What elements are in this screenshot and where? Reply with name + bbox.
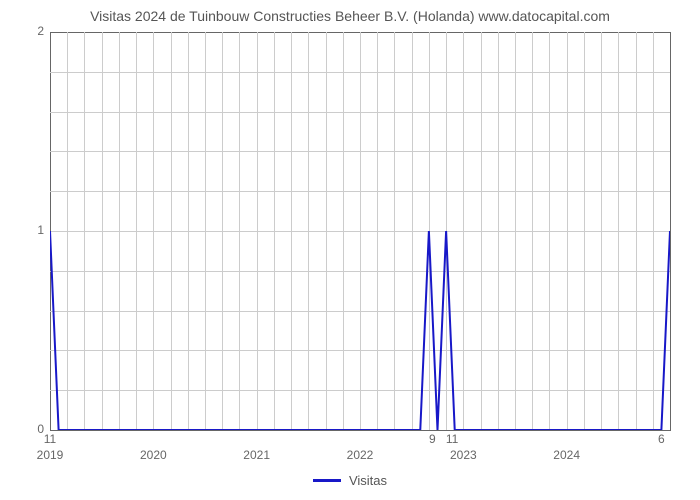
legend-label: Visitas <box>349 473 387 488</box>
annotation-label: 6 <box>651 432 671 446</box>
x-tick-label: 2020 <box>123 448 183 462</box>
legend: Visitas <box>0 472 700 488</box>
y-tick-label: 1 <box>16 223 44 237</box>
chart-title: Visitas 2024 de Tuinbouw Constructies Be… <box>0 8 700 24</box>
x-tick-label: 2019 <box>20 448 80 462</box>
annotation-label: 9 <box>422 432 442 446</box>
plot-area: 012201920202021202220232024119116 <box>50 32 670 430</box>
y-tick-label: 2 <box>16 24 44 38</box>
x-tick-label: 2023 <box>433 448 493 462</box>
annotation-label: 11 <box>442 432 462 446</box>
x-tick-label: 2021 <box>227 448 287 462</box>
annotation-label: 11 <box>40 432 60 446</box>
x-tick-label: 2022 <box>330 448 390 462</box>
legend-swatch <box>313 479 341 482</box>
x-tick-label: 2024 <box>537 448 597 462</box>
series-line <box>50 32 670 430</box>
